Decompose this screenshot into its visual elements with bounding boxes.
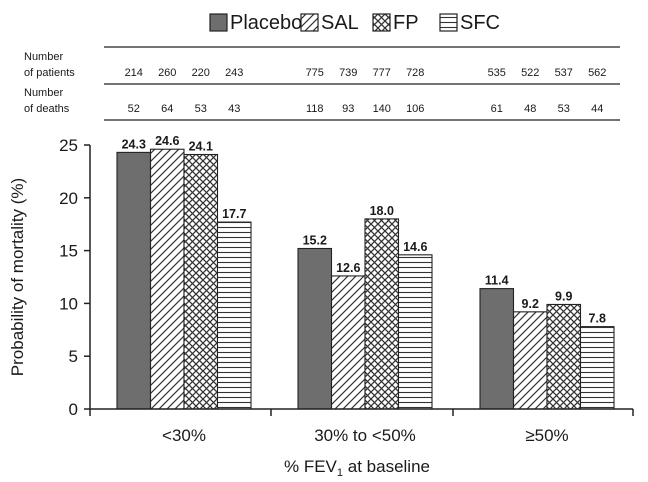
legend-swatch-placebo (209, 13, 228, 32)
data-label-fp-group-1: 24.1 (189, 140, 213, 154)
x-tick-label-group-3: ≥50% (525, 426, 568, 445)
table-deaths-placebo-group-1: 52 (128, 103, 140, 115)
bar-fp-group-3 (546, 303, 582, 410)
table-patients-sfc-group-3: 562 (588, 67, 606, 79)
table-deaths-sfc-group-1: 43 (228, 103, 240, 115)
legend-swatch-fp (372, 13, 391, 32)
table-deaths-sal-group-2: 93 (342, 103, 354, 115)
x-axis-label-main: % FEV (284, 457, 338, 476)
x-tick-label-group-2: 30% to <50% (314, 426, 416, 445)
bar-placebo-group-1 (116, 151, 152, 410)
y-tick-label-25: 25 (59, 136, 78, 155)
x-axis-label-subscript: 1 (337, 467, 343, 477)
table-patients-placebo-group-1: 214 (125, 67, 143, 79)
x-axis-label: % FEV1 at baseline (284, 457, 430, 477)
legend-swatch-sfc (439, 13, 458, 32)
legend-label-placebo: Placebo (230, 12, 302, 34)
table-patients-fp-group-1: 220 (192, 67, 210, 79)
x-axis: <30% 30% to <50% ≥50% % FEV1 at baseline (89, 408, 634, 479)
table-patients-fp-group-2: 777 (373, 67, 391, 79)
table-patients-fp-group-3: 537 (555, 67, 573, 79)
table-deaths-sal-group-1: 64 (161, 103, 173, 115)
bar-sal-group-1 (149, 148, 185, 410)
x-axis-label-suffix: at baseline (343, 457, 430, 476)
table-deaths-sal-group-3: 48 (524, 103, 536, 115)
table-deaths-placebo-group-3: 61 (491, 103, 503, 115)
legend: Placebo SAL FP SFC (209, 12, 500, 34)
table-deaths-fp-group-1: 53 (195, 103, 207, 115)
y-axis-label: Probability of mortality (%) (8, 178, 27, 376)
data-label-sal-group-2: 12.6 (336, 261, 360, 275)
table-deaths-placebo-group-2: 118 (306, 103, 324, 115)
table-patients-placebo-group-2: 775 (306, 67, 324, 79)
table-deaths-sfc-group-2: 106 (406, 103, 424, 115)
data-label-sal-group-3: 9.2 (522, 297, 539, 311)
table-deaths-fp-group-2: 140 (373, 103, 391, 115)
y-tick-label-5: 5 (69, 347, 78, 366)
table-row-label-deaths-line1: Number (24, 87, 63, 99)
bar-sal-group-2 (330, 275, 366, 410)
y-axis: 0 5 10 15 20 25 Probability of mortality (%) (8, 136, 91, 419)
bar-sal-group-3 (512, 311, 548, 410)
table-row-label-deaths-line2: of deaths (24, 103, 70, 115)
table-patients-sal-group-3: 522 (521, 67, 539, 79)
bar-sfc-group-1 (216, 221, 252, 410)
table-row-label-patients-line2: of patients (24, 67, 75, 79)
y-tick-label-15: 15 (59, 242, 78, 261)
data-label-sfc-group-2: 14.6 (403, 240, 427, 254)
legend-label-fp: FP (393, 12, 419, 34)
patients-deaths-table: Number of patients Number of deaths 214 52 775… (24, 46, 620, 121)
bar-fp-group-2 (364, 218, 400, 410)
data-label-placebo-group-1: 24.3 (122, 137, 146, 151)
data-label-sfc-group-3: 7.8 (589, 312, 606, 326)
bars: 24.3 15.2 11.4 24.6 12.6 9.2 24.1 18.0 9.9 17.7 14… (116, 134, 615, 410)
bar-placebo-group-3 (479, 288, 515, 410)
legend-label-sfc: SFC (460, 12, 500, 34)
bar-sfc-group-3 (579, 326, 615, 410)
bar-sfc-group-2 (397, 254, 433, 410)
data-label-sal-group-1: 24.6 (155, 134, 179, 148)
y-tick-label-10: 10 (59, 294, 78, 313)
data-label-sfc-group-1: 17.7 (222, 207, 246, 221)
y-tick-label-20: 20 (59, 189, 78, 208)
data-label-placebo-group-2: 15.2 (303, 233, 327, 247)
table-deaths-fp-group-3: 53 (558, 103, 570, 115)
table-patients-sfc-group-1: 243 (225, 67, 243, 79)
table-patients-sfc-group-2: 728 (406, 67, 424, 79)
legend-swatch-sal (300, 13, 319, 32)
data-label-placebo-group-3: 11.4 (485, 274, 509, 288)
table-deaths-sfc-group-3: 44 (591, 103, 603, 115)
bar-fp-group-1 (183, 153, 219, 410)
data-label-fp-group-2: 18.0 (370, 204, 394, 218)
legend-label-sal: SAL (321, 12, 359, 34)
table-patients-sal-group-1: 260 (158, 67, 176, 79)
table-patients-sal-group-2: 739 (339, 67, 357, 79)
data-label-fp-group-3: 9.9 (555, 289, 572, 303)
bar-placebo-group-2 (297, 247, 333, 410)
y-tick-label-0: 0 (69, 400, 78, 419)
table-row-label-patients-line1: Number (24, 51, 63, 63)
x-tick-label-group-1: <30% (162, 426, 206, 445)
table-patients-placebo-group-3: 535 (488, 67, 506, 79)
